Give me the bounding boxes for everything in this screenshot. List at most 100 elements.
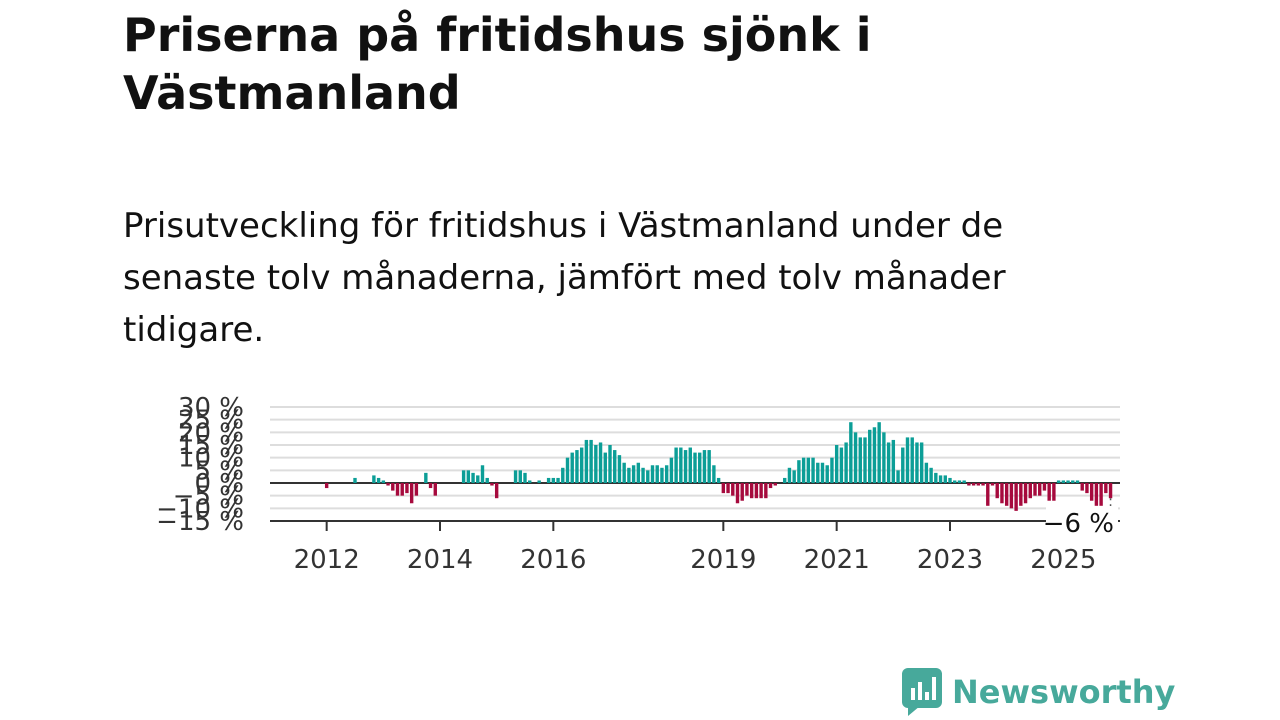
bar — [1056, 480, 1061, 483]
x-tick-label: 2012 — [294, 545, 360, 575]
bar — [764, 483, 768, 499]
bar — [1094, 483, 1099, 506]
bar — [1047, 483, 1051, 501]
bar — [575, 450, 579, 483]
bar — [372, 475, 376, 483]
brand-name: Newsworthy — [952, 673, 1176, 711]
bar — [759, 483, 763, 499]
bar — [735, 483, 740, 504]
bar — [773, 483, 777, 486]
bar — [664, 465, 669, 483]
bar — [768, 483, 773, 489]
bar — [929, 467, 933, 483]
bar — [603, 452, 607, 483]
bar — [537, 480, 541, 483]
bar — [1104, 483, 1108, 494]
bar — [844, 442, 848, 483]
bar — [631, 465, 636, 483]
bar — [783, 477, 787, 483]
bar — [1009, 483, 1014, 509]
bar — [726, 483, 730, 494]
bar — [868, 429, 872, 483]
bar — [702, 450, 707, 483]
bar — [353, 477, 357, 483]
bar — [466, 470, 471, 483]
y-tick-label: 15 % — [178, 431, 244, 461]
bar — [839, 447, 844, 483]
bar — [957, 480, 962, 483]
y-tick-label: 10 % — [178, 444, 244, 474]
y-tick-label: 25 % — [178, 406, 244, 436]
bar — [797, 460, 801, 483]
bar — [853, 432, 858, 483]
bar — [877, 422, 881, 483]
bar — [324, 483, 329, 489]
bar — [816, 462, 820, 483]
bar — [740, 483, 744, 501]
bar — [584, 439, 589, 483]
bar — [1052, 483, 1056, 501]
bar — [910, 437, 914, 483]
bar — [953, 480, 957, 483]
bar — [986, 483, 990, 506]
bar — [405, 483, 409, 494]
bar — [556, 477, 560, 483]
bar — [561, 467, 565, 483]
bar — [485, 477, 489, 483]
bar — [381, 480, 386, 483]
bar — [712, 465, 716, 483]
bar — [745, 483, 749, 496]
bar — [716, 477, 721, 483]
x-tick-label: 2014 — [407, 545, 473, 575]
bar — [1089, 483, 1094, 501]
bar — [523, 472, 527, 483]
bar — [641, 467, 645, 483]
bar — [565, 457, 570, 483]
y-tick-label: 0 % — [194, 469, 244, 499]
bar — [1071, 480, 1075, 483]
bar — [679, 447, 683, 483]
bar — [546, 477, 551, 483]
bar — [1061, 480, 1066, 483]
bar — [1108, 483, 1113, 499]
chart-title: Priserna på fritidshus sjönk i Västmanla… — [123, 8, 872, 120]
bar — [660, 467, 664, 483]
y-tick-label: 20 % — [178, 418, 244, 448]
bar — [598, 442, 603, 483]
bar — [622, 462, 626, 483]
bar — [915, 442, 919, 483]
bar — [830, 457, 834, 483]
bar — [579, 447, 584, 483]
bar — [391, 483, 395, 491]
bar — [1014, 483, 1018, 511]
bar — [494, 483, 499, 499]
y-tick-label: −5 % — [173, 482, 244, 512]
bar — [787, 467, 792, 483]
bar — [683, 450, 688, 483]
bar — [636, 462, 641, 483]
bar — [646, 470, 650, 483]
bar — [971, 483, 976, 486]
bar — [1099, 483, 1103, 506]
bar — [386, 483, 390, 486]
chart-subtitle: Prisutveckling för fritidshus i Västmanl… — [123, 206, 1006, 350]
bar — [1066, 480, 1070, 483]
bar — [433, 483, 437, 496]
y-tick-label: 30 % — [178, 393, 244, 423]
newsworthy-logo: Newsworthy — [902, 668, 1175, 716]
y-tick-label: −10 % — [156, 494, 244, 524]
bar — [1085, 483, 1089, 494]
bar-series — [324, 422, 1113, 511]
bar — [627, 467, 631, 483]
bar — [934, 472, 938, 483]
bar — [1075, 480, 1080, 483]
bar — [518, 470, 522, 483]
x-tick-label: 2025 — [1030, 545, 1096, 575]
bar — [650, 465, 655, 483]
bar — [480, 465, 485, 483]
bar — [1000, 483, 1004, 504]
bar — [924, 462, 929, 483]
bar — [528, 480, 532, 483]
bar — [981, 483, 985, 486]
annotations: −6 % — [1043, 498, 1118, 539]
